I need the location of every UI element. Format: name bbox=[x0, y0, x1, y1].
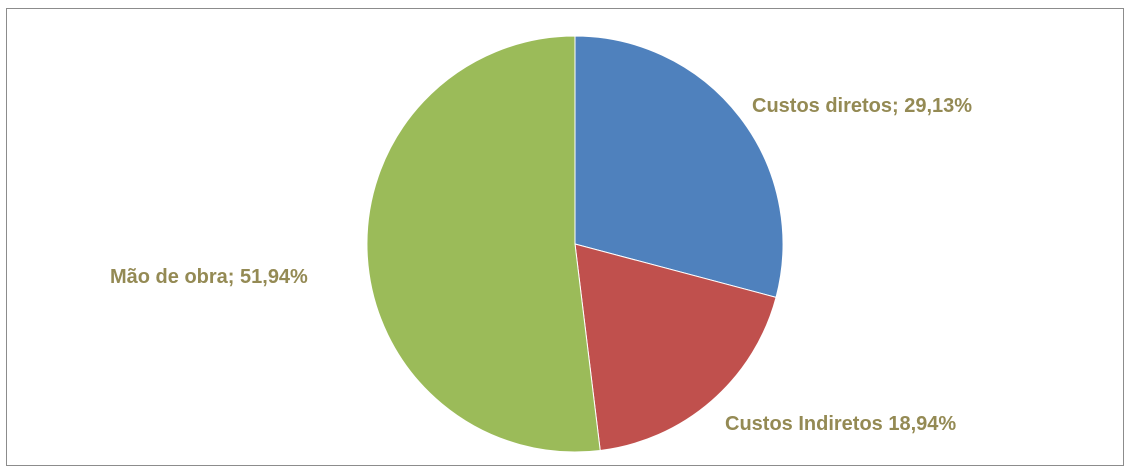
pie-slice-custos-diretos bbox=[574, 35, 784, 298]
slice-label-custos-indiretos: Custos Indiretos 18,94% bbox=[725, 413, 956, 435]
slice-label-custos-diretos: Custos diretos; 29,13% bbox=[752, 95, 972, 117]
pie-slice-m-o-de-obra bbox=[366, 35, 601, 453]
pie-slice-custos-indiretos bbox=[574, 243, 777, 452]
slice-label-mao-de-obra: Mão de obra; 51,94% bbox=[110, 266, 308, 288]
pie-slices bbox=[366, 35, 784, 453]
